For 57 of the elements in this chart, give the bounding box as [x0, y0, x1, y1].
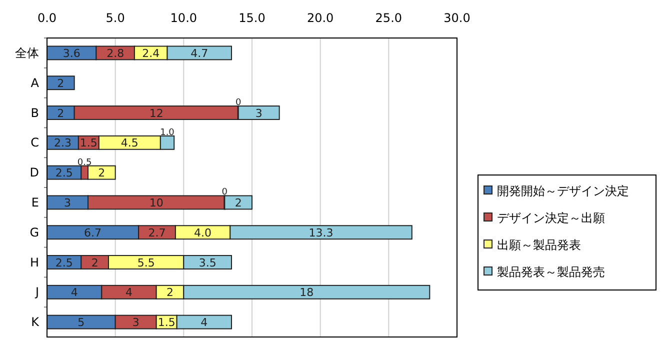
y-tick-label: G	[30, 225, 39, 240]
y-tick-label: A	[30, 76, 40, 90]
data-label: 13.3	[308, 226, 334, 240]
y-tick-label: J	[34, 285, 39, 300]
data-label: 2	[166, 286, 174, 300]
data-label: 2	[91, 256, 98, 270]
data-label: 4	[126, 286, 132, 300]
data-label: 3	[64, 196, 71, 210]
data-label: 0	[235, 98, 242, 108]
data-label: 2	[57, 76, 64, 90]
x-tick-label: 10.0	[170, 11, 198, 25]
data-label: 0.5	[77, 158, 92, 168]
y-tick-label: B	[30, 106, 39, 120]
x-tick-label: 5.0	[106, 11, 125, 25]
legend-label: デザイン決定～出願	[497, 211, 605, 225]
data-label: 2.3	[54, 136, 72, 150]
data-label: 0	[222, 188, 228, 198]
legend-label: 開発開始～デザイン決定	[497, 184, 629, 198]
y-tick-label: C	[30, 136, 39, 150]
data-label: 2	[57, 106, 64, 120]
x-tick-label: 20.0	[306, 11, 334, 25]
data-label: 4.7	[190, 46, 208, 60]
legend-label: 製品発表～製品発売	[497, 265, 605, 279]
data-label: 4.5	[120, 136, 138, 150]
data-label: 3.6	[62, 46, 80, 60]
data-label: 2.7	[148, 226, 166, 240]
x-tick-label: 0.0	[37, 11, 57, 25]
data-label: 2.5	[55, 166, 73, 180]
data-label: 2.8	[106, 46, 124, 60]
y-tick-label: H	[30, 255, 39, 270]
data-label: 3.5	[198, 256, 216, 270]
y-tick-label: D	[30, 166, 39, 180]
y-tick-label: E	[31, 195, 39, 210]
data-label: 18	[300, 286, 314, 300]
y-tick-label: K	[31, 315, 40, 330]
data-label: 2.4	[142, 46, 160, 60]
data-label: 6.7	[84, 226, 102, 240]
x-tick-label: 30.0	[444, 11, 470, 25]
data-label: 10	[149, 196, 164, 210]
y-tick-label: 全体	[15, 46, 39, 60]
data-label: 4	[70, 286, 78, 300]
data-label: 3	[132, 316, 140, 330]
data-label: 5	[78, 316, 85, 330]
data-label: 4.0	[194, 226, 212, 240]
data-label: 2	[98, 166, 106, 180]
x-tick-label: 15.0	[238, 11, 266, 25]
data-label: 5.5	[137, 256, 155, 270]
data-label: 12	[149, 106, 164, 120]
x-tick-label: 25.0	[375, 11, 402, 25]
data-label: 2.5	[55, 256, 73, 270]
data-label: 1.5	[80, 136, 98, 150]
data-label: 3	[255, 106, 262, 120]
data-label: 1.5	[158, 316, 176, 330]
data-label: 4	[200, 316, 208, 330]
legend-label: 出願～製品発表	[497, 238, 581, 252]
data-label: 2	[234, 196, 242, 210]
data-label: 1.0	[160, 128, 175, 138]
